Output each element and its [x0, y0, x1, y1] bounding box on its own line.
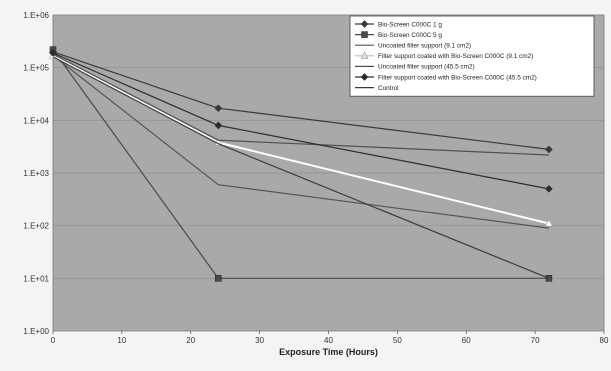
legend-marker: [360, 20, 369, 28]
legend-label: Uncoated filter support (45.5 cm2): [378, 64, 475, 71]
data-point: [214, 138, 223, 146]
legend-label: Filter support coated with Bio-Screen C0…: [378, 53, 533, 60]
legend-entry: Filter support coated with Bio-Screen C0…: [355, 51, 533, 60]
legend-marker: [360, 51, 369, 59]
series-layer: [48, 46, 553, 282]
data-point: [49, 49, 57, 57]
legend-label: Control: [378, 85, 399, 92]
data-point: [545, 275, 553, 282]
x-tick-label: 30: [255, 336, 264, 345]
data-point: [544, 219, 553, 227]
series-line: [52, 56, 550, 279]
series-line: [52, 55, 549, 229]
series-5: [52, 53, 549, 156]
legend-box: [349, 15, 595, 97]
series-3: [52, 55, 549, 229]
series-line: [52, 53, 549, 156]
y-tick-label: 1.E+01: [23, 274, 49, 283]
x-tick-label: 70: [531, 336, 540, 345]
x-tick-label: 20: [186, 336, 195, 345]
data-point: [545, 185, 553, 193]
data-point: [215, 275, 222, 282]
y-tick-label: 1.E+05: [23, 64, 49, 73]
x-tick-label: 40: [324, 336, 333, 345]
y-tick-label: 1.E+03: [23, 169, 49, 178]
data-point: [214, 104, 223, 113]
x-axis: 0 10 20 30 40 50 60 70 80: [51, 331, 609, 345]
y-axis: 1.E+00 1.E+01 1.E+02 1.E+03 1.E+04 1.E+05 1.E+…: [23, 11, 49, 336]
legend-entry: Bio-Screen C000C 5 g: [355, 31, 442, 39]
x-tick-label: 0: [51, 336, 56, 345]
x-tick-label: 10: [117, 336, 126, 345]
series-7: [52, 56, 550, 279]
legend-marker: [361, 31, 368, 38]
data-point: [545, 145, 553, 154]
y-tick-label: 1.E+06: [23, 11, 49, 20]
series-6: [49, 49, 553, 193]
y-tick-label: 1.E+00: [23, 327, 49, 336]
x-tick-label: 50: [393, 336, 402, 345]
data-point: [214, 121, 223, 130]
legend-label: Bio-Screen C000C 5 g: [378, 32, 442, 39]
y-tick-label: 1.E+04: [23, 116, 49, 125]
legend-marker: [360, 73, 369, 81]
legend-entry: Uncoated filter support (45.5 cm2): [355, 64, 475, 71]
x-tick-label: 80: [600, 336, 609, 345]
x-axis-label: Exposure Time (Hours): [279, 347, 378, 357]
legend-label: Bio-Screen C000C 1 g: [378, 21, 442, 28]
legend-entry: Bio-Screen C000C 1 g: [355, 20, 442, 28]
x-tick-label: 60: [462, 336, 471, 345]
y-tick-label: 1.E+02: [23, 222, 49, 231]
legend-label: Uncoated filter support (9.1 cm2): [378, 43, 471, 50]
legend: Bio-Screen C000C 1 g Bio-Screen C000C 5 g…: [349, 15, 595, 97]
legend-entry: Filter support coated with Bio-Screen C0…: [355, 73, 537, 81]
legend-entry: Control: [355, 85, 399, 92]
legend-entry: Uncoated filter support (9.1 cm2): [355, 43, 471, 50]
legend-label: Filter support coated with Bio-Screen C0…: [378, 74, 537, 81]
